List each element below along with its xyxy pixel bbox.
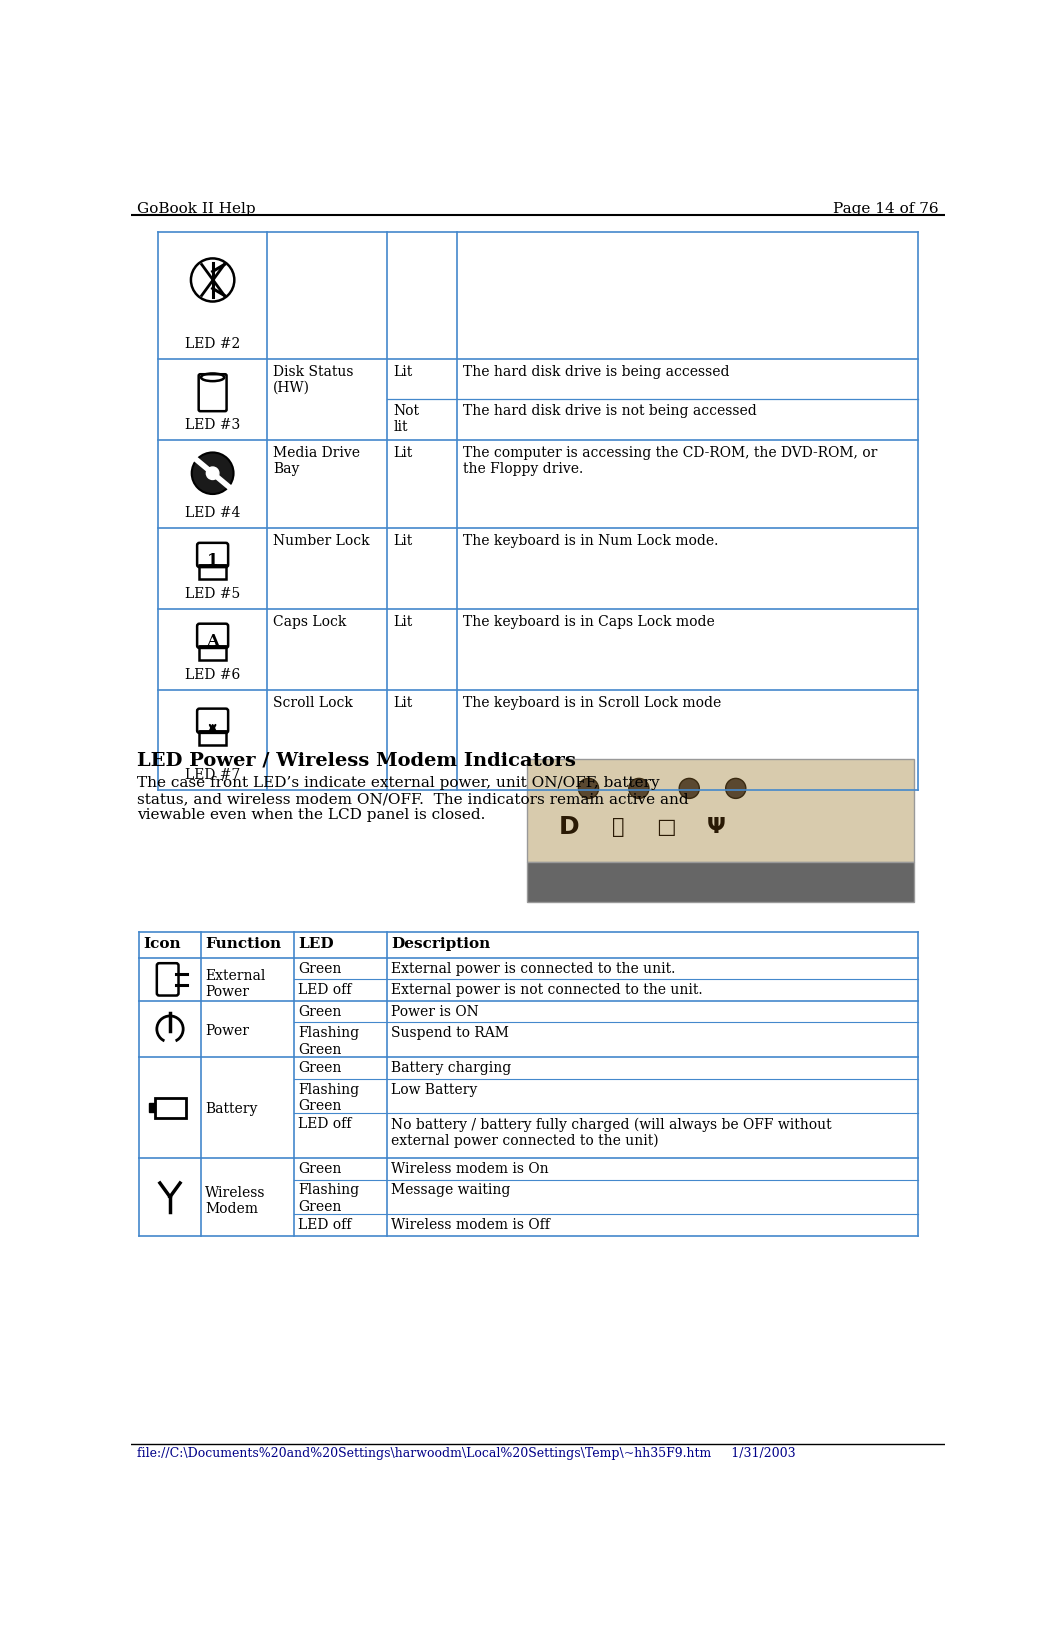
Text: Green: Green (298, 1005, 341, 1018)
Text: Media Drive
Bay: Media Drive Bay (273, 445, 360, 476)
Text: Lit: Lit (393, 365, 413, 379)
Text: A: A (206, 632, 219, 650)
Circle shape (679, 778, 699, 798)
Text: LED #5: LED #5 (185, 588, 240, 601)
Text: LED #6: LED #6 (185, 668, 240, 681)
Text: LED Power / Wireless Modem Indicators: LED Power / Wireless Modem Indicators (138, 752, 576, 770)
Text: Power is ON: Power is ON (391, 1005, 479, 1018)
Bar (526, 759, 914, 862)
Text: LED off: LED off (298, 1218, 352, 1232)
Bar (526, 862, 914, 901)
Text: The computer is accessing the CD-ROM, the DVD-ROM, or
the Floppy drive.: The computer is accessing the CD-ROM, th… (463, 445, 878, 476)
Text: Disk Status
(HW): Disk Status (HW) (273, 365, 354, 396)
Text: Battery charging: Battery charging (391, 1061, 511, 1076)
Text: Caps Lock: Caps Lock (273, 616, 346, 629)
Text: Icon: Icon (143, 938, 181, 951)
Text: External
Power: External Power (205, 969, 266, 998)
Text: LED off: LED off (298, 1117, 352, 1131)
Text: The hard disk drive is being accessed: The hard disk drive is being accessed (463, 365, 730, 379)
Bar (154, 1097, 186, 1118)
Text: Number Lock: Number Lock (273, 534, 370, 548)
Text: Flashing
Green: Flashing Green (298, 1184, 359, 1213)
Text: Flashing
Green: Flashing Green (298, 1026, 359, 1056)
Text: Lit: Lit (393, 445, 413, 460)
Text: Wireless modem is On: Wireless modem is On (391, 1163, 548, 1176)
Text: LED #4: LED #4 (185, 506, 240, 521)
Text: file://C:\Documents%20and%20Settings\harwoodm\Local%20Settings\Temp\~hh35F9.htm : file://C:\Documents%20and%20Settings\har… (138, 1447, 796, 1460)
Bar (200, 731, 226, 745)
Text: Flashing
Green: Flashing Green (298, 1082, 359, 1113)
Text: The keyboard is in Scroll Lock mode: The keyboard is in Scroll Lock mode (463, 696, 721, 709)
Text: LED #3: LED #3 (185, 419, 240, 432)
Circle shape (579, 778, 598, 798)
Text: Function: Function (205, 938, 281, 951)
Text: Lit: Lit (393, 534, 413, 548)
Text: Lit: Lit (393, 696, 413, 709)
Text: Ψ: Ψ (707, 818, 726, 837)
Text: GoBook II Help: GoBook II Help (138, 202, 256, 215)
Text: The keyboard is in Num Lock mode.: The keyboard is in Num Lock mode. (463, 534, 718, 548)
Text: Low Battery: Low Battery (391, 1082, 477, 1097)
Text: No battery / battery fully charged (will always be OFF without
external power co: No battery / battery fully charged (will… (391, 1117, 832, 1148)
Text: Green: Green (298, 1061, 341, 1076)
Circle shape (726, 778, 746, 798)
Circle shape (192, 453, 233, 494)
Text: LED: LED (298, 938, 334, 951)
Text: LED #2: LED #2 (185, 337, 240, 351)
Text: External power is not connected to the unit.: External power is not connected to the u… (391, 984, 702, 997)
Text: D: D (559, 814, 580, 839)
Text: Scroll Lock: Scroll Lock (273, 696, 353, 709)
Text: The hard disk drive is not being accessed: The hard disk drive is not being accesse… (463, 404, 757, 417)
Text: LED off: LED off (298, 984, 352, 997)
Text: Green: Green (298, 1163, 341, 1176)
Bar (149, 1103, 154, 1112)
Text: 1: 1 (207, 552, 218, 570)
Text: External power is connected to the unit.: External power is connected to the unit. (391, 962, 675, 975)
Text: Not
lit: Not lit (393, 404, 419, 433)
Bar (200, 645, 226, 660)
Text: The case front LED’s indicate external power, unit ON/OFF, battery
status, and w: The case front LED’s indicate external p… (138, 777, 689, 823)
Text: Message waiting: Message waiting (391, 1184, 510, 1197)
Text: □: □ (656, 818, 676, 837)
Text: LED #7: LED #7 (185, 768, 240, 782)
Text: Lit: Lit (393, 616, 413, 629)
Bar (200, 565, 226, 580)
Text: Green: Green (298, 962, 341, 975)
Text: Battery: Battery (205, 1102, 257, 1117)
Circle shape (629, 778, 649, 798)
Text: Suspend to RAM: Suspend to RAM (391, 1026, 509, 1041)
Text: Page 14 of 76: Page 14 of 76 (834, 202, 939, 215)
Circle shape (207, 466, 218, 479)
Text: Power: Power (205, 1023, 249, 1038)
Text: The keyboard is in Caps Lock mode: The keyboard is in Caps Lock mode (463, 616, 715, 629)
Text: ⏻: ⏻ (612, 818, 624, 837)
Text: Wireless
Modem: Wireless Modem (205, 1186, 266, 1217)
Text: Wireless modem is Off: Wireless modem is Off (391, 1218, 550, 1232)
Text: Description: Description (391, 938, 490, 951)
